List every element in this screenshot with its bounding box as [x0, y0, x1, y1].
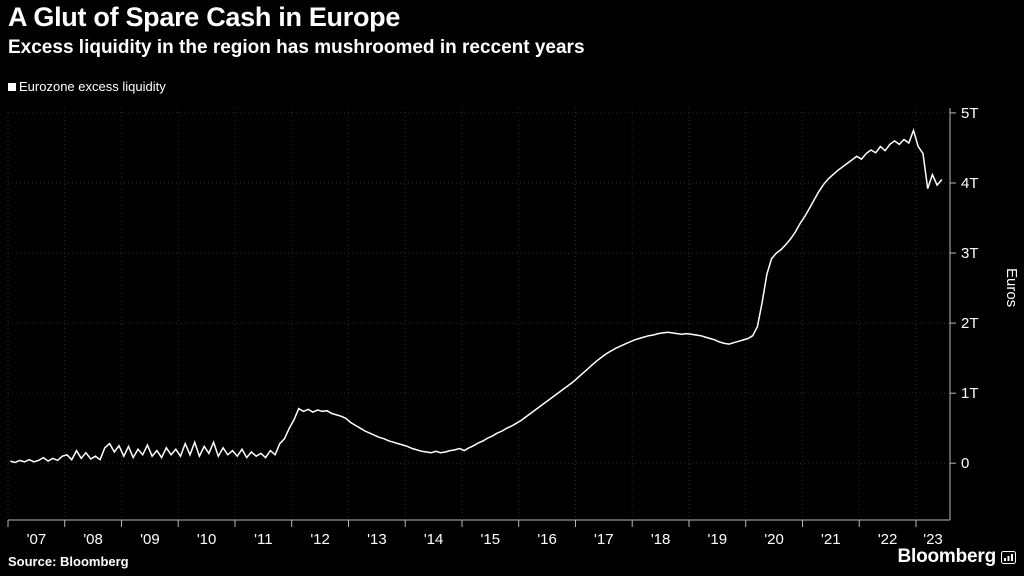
svg-text:3T: 3T — [961, 245, 979, 262]
svg-text:'14: '14 — [424, 531, 444, 548]
svg-text:'09: '09 — [140, 531, 160, 548]
chart-title: A Glut of Spare Cash in Europe — [8, 2, 401, 32]
svg-text:'12: '12 — [310, 531, 330, 548]
source-credit: Source: Bloomberg — [8, 554, 129, 569]
chart-subtitle: Excess liquidity in the region has mushr… — [8, 37, 585, 58]
bloomberg-logo: Bloomberg — [898, 546, 1016, 568]
svg-text:2T: 2T — [961, 315, 979, 332]
svg-text:1T: 1T — [961, 385, 979, 402]
svg-text:'08: '08 — [83, 531, 103, 548]
line-chart: 0 1T 2T 3T 4T 5T '07 '08 '09 '10 '11 '12 '13 '14 '15 '1… — [7, 105, 979, 548]
svg-text:'10: '10 — [197, 531, 217, 548]
svg-text:5T: 5T — [961, 105, 979, 122]
svg-text:4T: 4T — [961, 175, 979, 192]
svg-text:'17: '17 — [594, 531, 614, 548]
svg-text:'13: '13 — [367, 531, 387, 548]
svg-text:'20: '20 — [764, 531, 784, 548]
legend: Eurozone excess liquidity — [8, 79, 166, 94]
bloomberg-wordmark: Bloomberg — [897, 546, 997, 567]
legend-marker-icon — [8, 82, 16, 91]
svg-text:'18: '18 — [651, 531, 671, 548]
legend-label: Eurozone excess liquidity — [19, 79, 166, 94]
svg-text:'19: '19 — [708, 531, 728, 548]
svg-text:'22: '22 — [878, 531, 898, 548]
y-axis-title: Euros — [1003, 268, 1020, 308]
svg-text:'07: '07 — [27, 531, 47, 548]
bloomberg-terminal-icon — [1001, 550, 1016, 564]
svg-text:0: 0 — [961, 455, 969, 472]
svg-text:'21: '21 — [821, 531, 841, 548]
svg-text:'15: '15 — [481, 531, 501, 548]
svg-text:'16: '16 — [537, 531, 557, 548]
svg-text:'23: '23 — [923, 531, 943, 548]
svg-text:'11: '11 — [254, 531, 272, 548]
